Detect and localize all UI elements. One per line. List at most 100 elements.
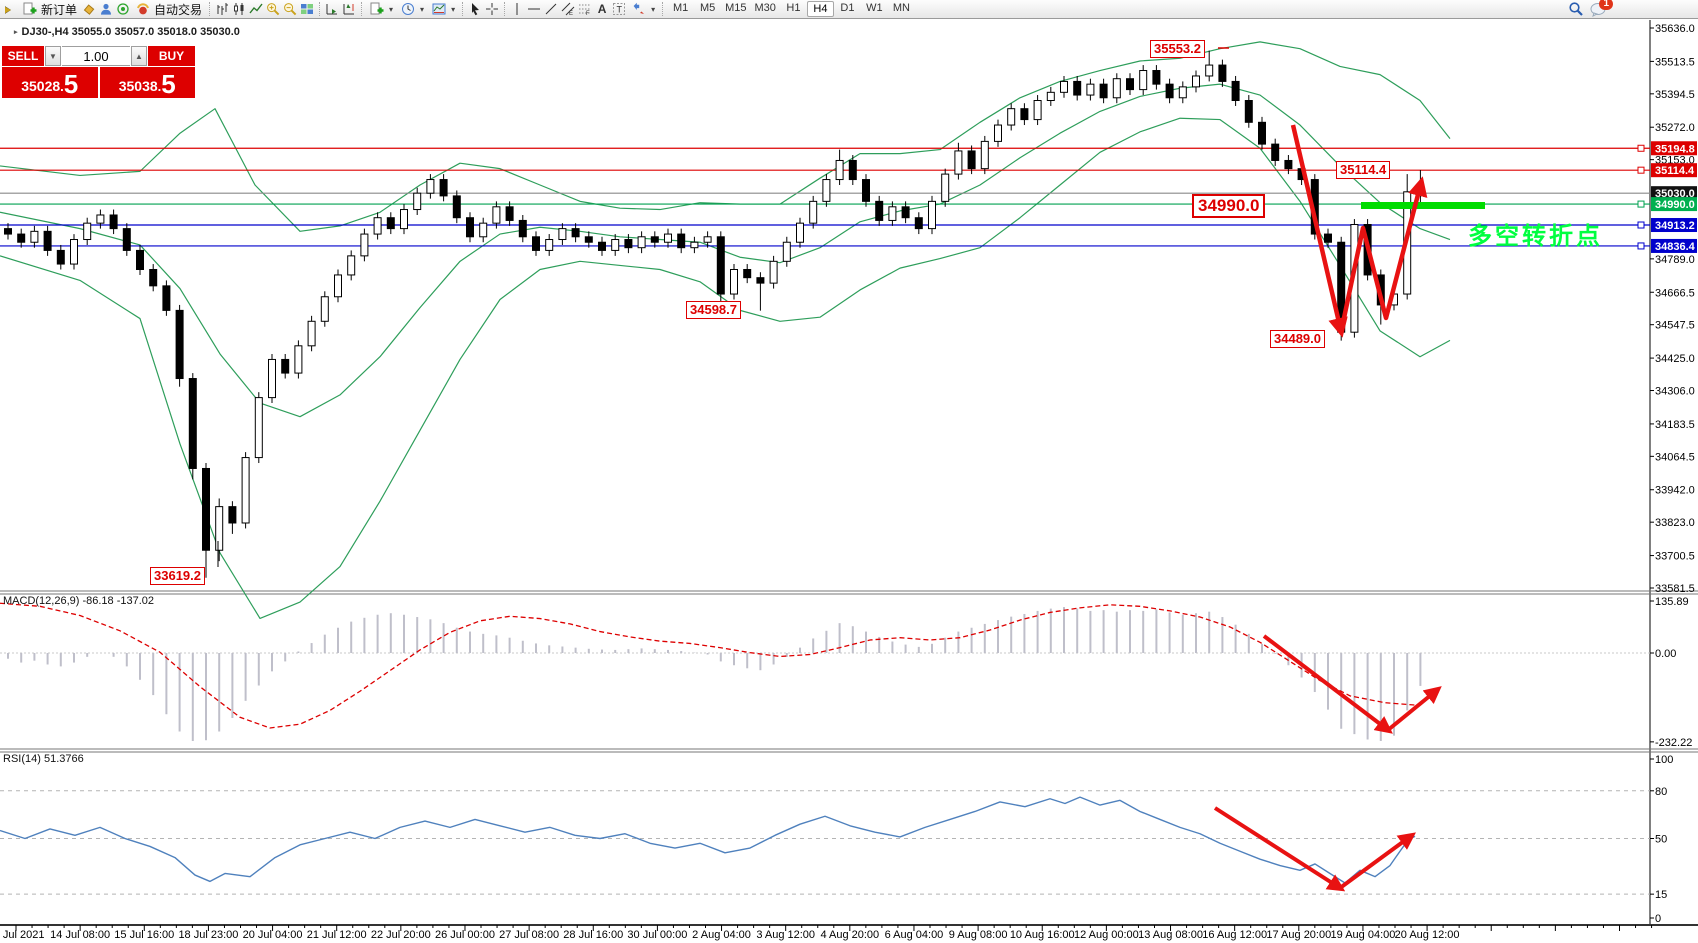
- tf-button-H4[interactable]: H4: [806, 1, 834, 17]
- svg-text:35636.0: 35636.0: [1655, 23, 1695, 35]
- price-annotation[interactable]: 34598.7: [686, 301, 741, 319]
- volume-increase-button[interactable]: ▲: [131, 46, 147, 66]
- svg-text:6 Aug 04:00: 6 Aug 04:00: [885, 929, 944, 941]
- indicators-button[interactable]: ▾: [366, 1, 396, 18]
- svg-text:20 Aug 12:00: 20 Aug 12:00: [1395, 929, 1460, 941]
- vertical-line-tool-icon[interactable]: [509, 2, 525, 17]
- tf-button-H1[interactable]: H1: [786, 2, 801, 14]
- text-label-tool-icon[interactable]: T: [611, 2, 627, 17]
- ask-price-tile[interactable]: 35038. 5: [99, 67, 195, 98]
- tf-button-M5[interactable]: M5: [699, 2, 716, 14]
- toolbar-separator: [209, 2, 211, 16]
- notifications-button[interactable]: 1: [1590, 0, 1613, 17]
- template-button[interactable]: ▾: [428, 1, 458, 18]
- cn-annotation-text: 多空转折点: [1468, 222, 1603, 250]
- volume-decrease-button[interactable]: ▼: [45, 46, 61, 66]
- svg-text:T: T: [617, 5, 623, 15]
- panel-frames: [0, 20, 1698, 926]
- clock-icon: [400, 2, 416, 17]
- svg-text:0.00: 0.00: [1655, 648, 1676, 660]
- template-icon: [431, 2, 447, 17]
- zoom-out-icon[interactable]: [282, 2, 298, 17]
- notification-badge: 1: [1599, 0, 1613, 10]
- line-chart-icon[interactable]: [248, 2, 264, 17]
- candles: [4, 50, 1425, 578]
- channel-tool-icon[interactable]: E: [560, 2, 576, 17]
- fibonacci-tool-icon[interactable]: F: [577, 2, 593, 17]
- svg-text:34306.0: 34306.0: [1655, 386, 1695, 398]
- buy-button[interactable]: BUY: [148, 46, 195, 66]
- svg-text:100: 100: [1655, 754, 1673, 766]
- svg-text:34547.5: 34547.5: [1655, 320, 1695, 332]
- tf-button-MN[interactable]: MN: [892, 2, 910, 14]
- svg-text:34183.5: 34183.5: [1655, 419, 1695, 431]
- tf-button-D1[interactable]: D1: [840, 2, 855, 14]
- svg-text:33581.5: 33581.5: [1655, 583, 1695, 595]
- volume-input[interactable]: [62, 46, 130, 66]
- trendline-tool-icon[interactable]: [543, 2, 559, 17]
- tf-button-M30[interactable]: M30: [754, 2, 776, 14]
- shapes-button[interactable]: ▾: [628, 1, 658, 18]
- trend-arrow: [1213, 806, 1346, 892]
- bid-price-tile[interactable]: 35028. 5: [2, 67, 98, 98]
- price-annotation[interactable]: 34489.0: [1270, 330, 1325, 348]
- svg-text:E: E: [569, 11, 573, 16]
- svg-text:22 Jul 20:00: 22 Jul 20:00: [371, 929, 431, 941]
- svg-text:13 Aug 08:00: 13 Aug 08:00: [1138, 929, 1203, 941]
- trade-panel-price-row: 35028. 5 35038. 5: [2, 67, 195, 98]
- candlestick-chart-icon[interactable]: [231, 2, 247, 17]
- price-annotation[interactable]: 35553.2: [1150, 40, 1205, 58]
- tf-button-M15[interactable]: M15: [725, 2, 747, 14]
- svg-text:35394.5: 35394.5: [1655, 89, 1695, 101]
- svg-text:34836.4: 34836.4: [1655, 241, 1696, 253]
- svg-text:33823.0: 33823.0: [1655, 517, 1695, 529]
- new-order-button[interactable]: 新订单: [19, 1, 80, 18]
- bar-chart-icon[interactable]: [214, 2, 230, 17]
- horizontal-line-tool-icon[interactable]: [526, 2, 542, 17]
- toolbar-right-group: 1: [1568, 0, 1613, 17]
- price-axis: 35636.035513.535394.535272.035153.034789…: [1650, 23, 1697, 595]
- date-axis: 13 Jul 2021 14 Jul 08:00 15 Jul 16:00 18 Ju…: [0, 925, 1653, 941]
- sell-button[interactable]: SELL: [2, 46, 44, 66]
- signal-icon[interactable]: [115, 2, 131, 17]
- timeframe-group: M1 M5 M15 M30 H1 H4 D1 W1 MN: [667, 1, 915, 17]
- auto-trading-button[interactable]: 自动交易: [132, 1, 205, 18]
- svg-text:16 Aug 12:00: 16 Aug 12:00: [1202, 929, 1267, 941]
- auto-trading-label: 自动交易: [154, 2, 203, 17]
- tf-button-M1[interactable]: M1: [672, 2, 689, 14]
- new-order-icon: [22, 2, 38, 17]
- timeframe-menu-button[interactable]: ▾: [397, 1, 427, 18]
- dropdown-caret-icon: ▾: [389, 4, 394, 14]
- trend-arrow: [1341, 176, 1428, 321]
- price-annotation[interactable]: 33619.2: [150, 567, 205, 585]
- contacts-icon[interactable]: [98, 2, 114, 17]
- tile-windows-icon[interactable]: [299, 2, 315, 17]
- auto-scroll-icon[interactable]: [324, 2, 340, 17]
- text-tool-icon[interactable]: A: [597, 2, 607, 16]
- bollinger-middle: [0, 83, 1451, 418]
- svg-text:34425.0: 34425.0: [1655, 353, 1695, 365]
- svg-text:34064.5: 34064.5: [1655, 451, 1695, 463]
- crosshair-tool-icon[interactable]: [484, 2, 500, 17]
- symbol-ohlc-text: DJ30-,H4 35055.0 35057.0 35018.0 35030.0: [21, 26, 240, 38]
- symbol-marker-icon: ▸: [14, 29, 18, 36]
- svg-text:34913.2: 34913.2: [1655, 220, 1695, 232]
- cursor-tool-icon[interactable]: [467, 2, 483, 17]
- svg-text:19 Aug 04:00: 19 Aug 04:00: [1331, 929, 1396, 941]
- tf-button-W1[interactable]: W1: [866, 2, 883, 14]
- svg-text:12 Aug 00:00: 12 Aug 00:00: [1074, 929, 1139, 941]
- search-icon[interactable]: [1568, 2, 1584, 17]
- zoom-in-icon[interactable]: [265, 2, 281, 17]
- svg-text:18 Jul 23:00: 18 Jul 23:00: [178, 929, 238, 941]
- new-order-label: 新订单: [41, 2, 78, 17]
- price-annotation[interactable]: 34990.0: [1192, 194, 1266, 218]
- svg-text:28 Jul 16:00: 28 Jul 16:00: [563, 929, 623, 941]
- package-icon[interactable]: [81, 2, 97, 17]
- chart-drawings[interactable]: 多空转折点: [217, 47, 1603, 567]
- toolbar-separator: [319, 2, 321, 16]
- chart-shift-icon[interactable]: [341, 2, 357, 17]
- rsi-panel: 100 80 50 15 0: [0, 754, 1673, 925]
- toolbar-separator: [662, 2, 664, 16]
- price-annotation[interactable]: 35114.4: [1336, 161, 1391, 179]
